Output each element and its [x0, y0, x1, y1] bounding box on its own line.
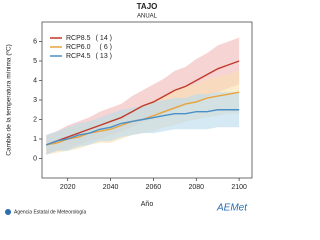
y-axis-label: Cambio de la temperatura mínima (ºC) — [6, 44, 13, 155]
y-tick-label: 0 — [33, 155, 37, 162]
x-tick-label: 2080 — [188, 184, 204, 191]
legend-count: ( 14 ) — [96, 35, 112, 42]
legend-count: ( 13 ) — [96, 53, 112, 60]
y-tick-label: 1 — [33, 136, 37, 143]
line — [46, 60, 240, 146]
source: Agencia Estatal de Meteorología — [14, 209, 86, 215]
legend-label: RCP6.0 — [66, 44, 91, 51]
x-tick-label: 2100 — [231, 184, 247, 191]
x-tick-label: 2040 — [103, 184, 119, 191]
y-tick-label: 5 — [33, 58, 37, 65]
x-tick-label: 2060 — [146, 184, 162, 191]
y-tick-label: 6 — [33, 38, 37, 45]
legend-label: RCP8.5 — [66, 35, 91, 42]
y-tick-label: 3 — [33, 97, 37, 104]
plot-frame — [41, 21, 253, 179]
chart-subtitle: ANUAL — [137, 14, 158, 20]
chart: TAJO ANUAL Año Cambio de la temperatura … — [5, 2, 253, 215]
legend-label: RCP4.5 — [66, 53, 91, 60]
band — [46, 92, 240, 155]
chart-title: TAJO — [137, 2, 158, 11]
line — [46, 109, 240, 146]
x-tick-label: 2020 — [60, 184, 76, 191]
logo: AEMet — [216, 203, 248, 214]
x-axis-label: Año — [141, 201, 154, 208]
source-icon — [5, 209, 11, 215]
legend-count: ( 6 ) — [100, 44, 112, 51]
y-tick-label: 4 — [33, 77, 37, 84]
y-tick-label: 2 — [33, 116, 37, 123]
